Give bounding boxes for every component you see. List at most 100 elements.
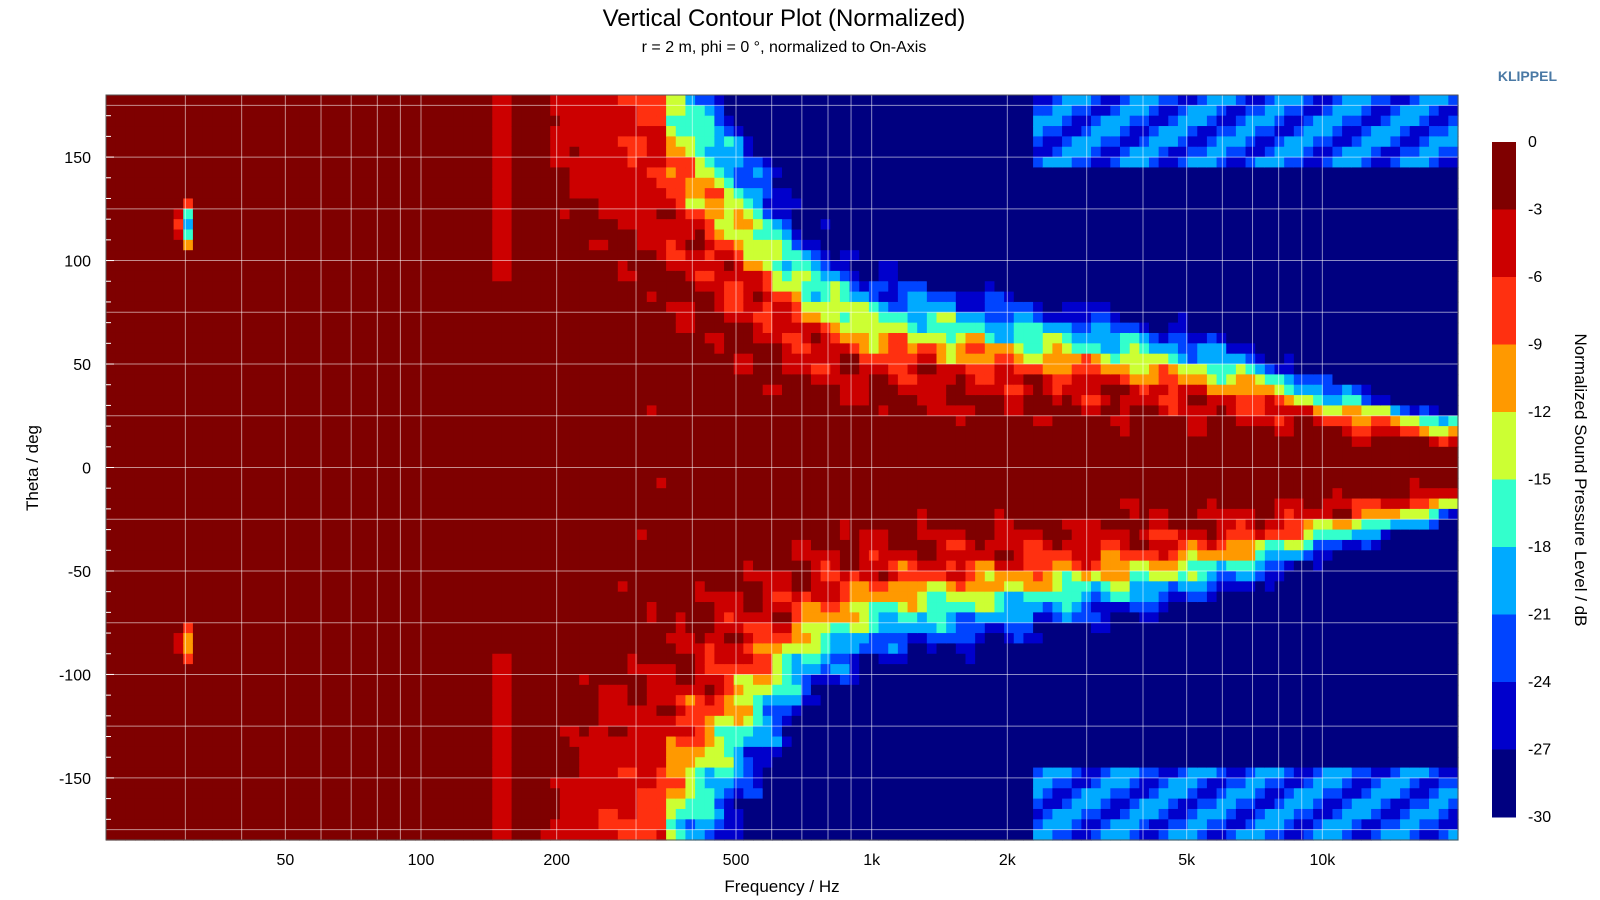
contour-cell bbox=[540, 364, 551, 375]
contour-cell bbox=[675, 95, 687, 106]
contour-cell bbox=[318, 498, 329, 510]
contour-cell bbox=[656, 188, 667, 200]
contour-cell bbox=[125, 664, 136, 676]
contour-cell bbox=[521, 653, 532, 665]
contour-cell bbox=[163, 312, 175, 324]
contour-cell bbox=[299, 270, 310, 282]
contour-cell bbox=[376, 446, 387, 458]
contour-cell bbox=[415, 788, 426, 800]
contour-cell bbox=[637, 643, 648, 655]
contour-cell bbox=[482, 291, 493, 303]
contour-cell bbox=[366, 198, 377, 210]
contour-cell bbox=[144, 653, 155, 665]
contour-cell bbox=[463, 270, 474, 282]
contour-cell bbox=[704, 219, 715, 231]
contour-cell bbox=[511, 570, 522, 582]
contour-cell bbox=[376, 757, 387, 769]
contour-cell bbox=[328, 477, 339, 489]
contour-cell bbox=[183, 353, 194, 365]
contour-cell bbox=[675, 622, 687, 634]
contour-cell bbox=[231, 684, 242, 696]
contour-cell bbox=[588, 177, 600, 189]
contour-cell bbox=[212, 436, 223, 448]
contour-cell bbox=[299, 415, 310, 427]
contour-cell bbox=[241, 364, 252, 375]
contour-cell bbox=[646, 757, 658, 769]
contour-cell bbox=[695, 767, 706, 779]
contour-cell bbox=[753, 312, 764, 324]
contour-cell bbox=[163, 695, 175, 707]
contour-cell bbox=[714, 436, 725, 448]
contour-cell bbox=[202, 674, 213, 686]
contour-cell bbox=[675, 829, 687, 841]
contour-cell bbox=[617, 560, 629, 572]
contour-cell bbox=[598, 777, 609, 789]
contour-cell bbox=[743, 550, 754, 562]
contour-cell bbox=[366, 270, 377, 282]
contour-cell bbox=[241, 581, 252, 593]
contour-cell bbox=[511, 767, 522, 779]
contour-cell bbox=[299, 829, 310, 841]
contour-cell bbox=[685, 581, 696, 593]
contour-cell bbox=[772, 188, 783, 200]
contour-cell bbox=[115, 757, 126, 769]
contour-cell bbox=[270, 436, 281, 448]
contour-cell bbox=[366, 591, 377, 603]
contour-cell bbox=[588, 653, 600, 665]
contour-cell bbox=[675, 653, 687, 665]
contour-cell bbox=[231, 198, 242, 210]
contour-cell bbox=[714, 788, 725, 800]
contour-cell bbox=[163, 477, 175, 489]
contour-cell bbox=[521, 332, 532, 344]
contour-cell bbox=[753, 519, 764, 531]
contour-cell bbox=[492, 591, 503, 603]
contour-cell bbox=[183, 229, 194, 241]
contour-cell bbox=[183, 819, 194, 831]
contour-cell bbox=[444, 219, 455, 231]
contour-cell bbox=[115, 705, 126, 717]
contour-cell bbox=[753, 126, 764, 137]
contour-cell bbox=[511, 653, 522, 665]
contour-cell bbox=[646, 622, 658, 634]
contour-cell bbox=[753, 219, 764, 231]
contour-cell bbox=[733, 260, 744, 272]
contour-cell bbox=[106, 508, 117, 520]
contour-cell bbox=[357, 343, 368, 355]
contour-cell bbox=[270, 726, 281, 738]
contour-cell bbox=[183, 457, 194, 469]
contour-cell bbox=[231, 115, 242, 127]
contour-cell bbox=[183, 788, 194, 800]
contour-cell bbox=[106, 653, 117, 665]
contour-cell bbox=[260, 384, 271, 396]
contour-cell bbox=[666, 570, 677, 582]
contour-cell bbox=[501, 126, 513, 137]
contour-cell bbox=[675, 105, 687, 117]
contour-cell bbox=[192, 405, 204, 417]
contour-cell bbox=[405, 426, 416, 438]
contour-cell bbox=[579, 550, 590, 562]
contour-cell bbox=[270, 208, 281, 220]
contour-cell bbox=[173, 343, 184, 355]
contour-cell bbox=[588, 301, 600, 313]
contour-cell bbox=[386, 291, 397, 303]
contour-cell bbox=[337, 332, 349, 344]
contour-cell bbox=[472, 829, 484, 841]
contour-cell bbox=[241, 405, 252, 417]
contour-cell bbox=[627, 405, 638, 417]
contour-cell bbox=[646, 467, 658, 479]
contour-cell bbox=[231, 819, 242, 831]
contour-cell bbox=[106, 291, 117, 303]
contour-cell bbox=[666, 715, 677, 727]
contour-cell bbox=[762, 488, 773, 500]
contour-cell bbox=[134, 364, 146, 375]
contour-cell bbox=[685, 819, 696, 831]
contour-cell bbox=[743, 260, 754, 272]
contour-cell bbox=[695, 105, 706, 117]
contour-cell bbox=[347, 95, 358, 106]
contour-cell bbox=[134, 312, 146, 324]
contour-cell bbox=[357, 115, 368, 127]
contour-cell bbox=[656, 301, 667, 313]
contour-cell bbox=[463, 684, 474, 696]
contour-cell bbox=[106, 570, 117, 582]
contour-cell bbox=[434, 529, 445, 541]
